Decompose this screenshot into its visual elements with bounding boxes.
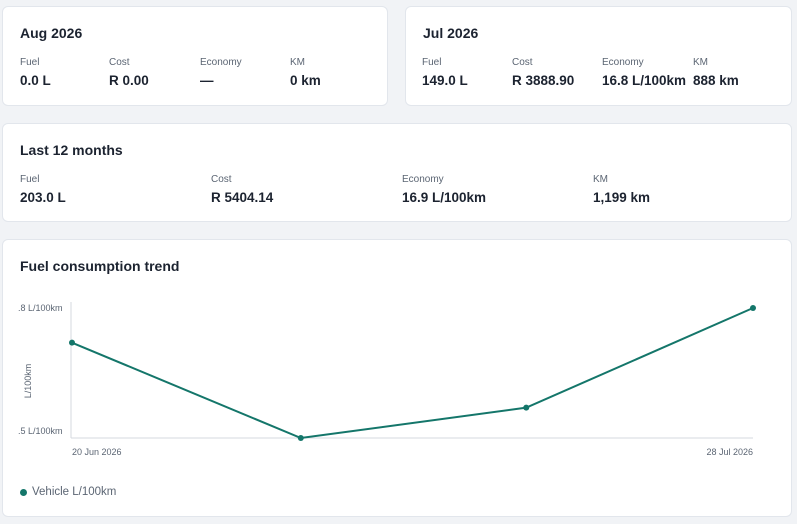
stat-label: Cost [512, 57, 533, 68]
data-point[interactable] [69, 339, 75, 346]
fuel-trend-chart: .8 L/100km .5 L/100km L/100km 20 Jun 202… [18, 302, 756, 457]
economy-stat: Economy 16.8 L/100km [602, 57, 686, 88]
stat-value: R 5404.14 [211, 190, 274, 205]
data-point[interactable] [297, 435, 304, 441]
stat-value: R 0.00 [109, 73, 149, 88]
series-line [71, 307, 754, 440]
stat-value: R 3888.90 [512, 73, 575, 88]
stat-label: KM [290, 57, 305, 68]
stat-value: 888 km [693, 73, 739, 88]
km-stat: KM 0 km [290, 57, 321, 88]
card-title: Last 12 months [20, 142, 123, 158]
stat-label: KM [693, 57, 708, 68]
cost-stat: Cost R 0.00 [109, 57, 149, 88]
fuel-stat: Fuel 203.0 L [20, 174, 66, 205]
stat-value: 16.9 L/100km [402, 190, 487, 205]
stat-label: KM [593, 174, 608, 185]
legend-label: Vehicle L/100km [32, 486, 117, 498]
cost-stat: Cost R 5404.14 [211, 174, 273, 205]
data-point[interactable] [750, 305, 756, 311]
last-12-months-card: Last 12 months Fuel 203.0 L Cost R 5404.… [2, 123, 792, 222]
stat-value: 0.0 L [20, 73, 51, 88]
stat-label: Cost [109, 57, 130, 68]
stat-value: 0 km [290, 73, 321, 88]
y-tick-label: .8 L/100km [18, 303, 63, 313]
stat-label: Fuel [20, 57, 40, 68]
card-title: Aug 2026 [20, 25, 83, 41]
chart-legend: Vehicle L/100km [20, 486, 116, 498]
stat-label: Fuel [20, 174, 40, 185]
cost-stat: Cost R 3888.90 [512, 57, 574, 88]
y-tick-label: .5 L/100km [18, 426, 63, 436]
fuel-stat: Fuel 0.0 L [20, 57, 51, 88]
stat-label: Economy [602, 57, 644, 68]
card-title: Jul 2026 [423, 25, 479, 41]
stat-value: 16.8 L/100km [602, 73, 687, 88]
stat-label: Economy [402, 174, 444, 185]
data-point[interactable] [523, 404, 530, 411]
stat-label: Cost [211, 174, 232, 185]
x-tick-label: 28 Jul 2026 [706, 447, 753, 457]
stat-label: Fuel [422, 57, 442, 68]
stat-label: Economy [200, 57, 242, 68]
y-axis-title: L/100km [23, 364, 33, 399]
km-stat: KM 1,199 km [593, 174, 650, 205]
card-title: Fuel consumption trend [20, 258, 180, 274]
previous-month-card: Jul 2026 Fuel 149.0 L Cost R 3888.90 Eco… [405, 6, 792, 106]
fuel-stat: Fuel 149.0 L [422, 57, 468, 88]
stat-value: 203.0 L [20, 190, 66, 205]
stat-value: 149.0 L [422, 73, 468, 88]
km-stat: KM 888 km [693, 57, 739, 88]
stat-value: — [200, 73, 214, 88]
current-month-card: Aug 2026 Fuel 0.0 L Cost R 0.00 Economy … [2, 6, 388, 106]
legend-marker [20, 488, 27, 496]
stat-value: 1,199 km [593, 190, 651, 205]
economy-stat: Economy 16.9 L/100km [402, 174, 486, 205]
economy-stat: Economy — [200, 57, 242, 88]
fuel-trend-card: Fuel consumption trend .8 L/100km .5 L/1… [2, 239, 792, 517]
x-tick-label: 20 Jun 2026 [72, 447, 122, 457]
